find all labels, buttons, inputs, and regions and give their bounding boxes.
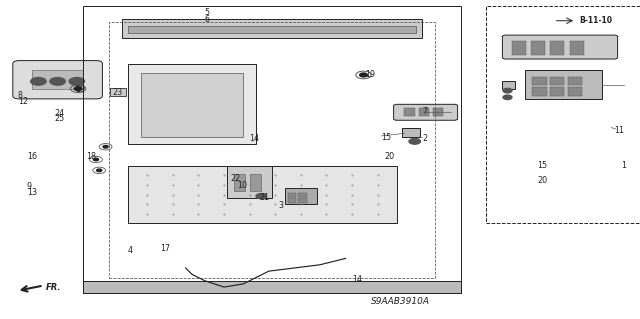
- FancyBboxPatch shape: [13, 61, 102, 99]
- Circle shape: [256, 194, 266, 199]
- Text: 19: 19: [76, 85, 86, 94]
- Bar: [525, 70, 602, 99]
- Bar: [419, 108, 429, 116]
- Bar: [234, 174, 245, 191]
- Circle shape: [74, 87, 82, 91]
- Text: 18: 18: [86, 152, 97, 161]
- Bar: [298, 198, 307, 203]
- Bar: [550, 41, 564, 55]
- Bar: [502, 81, 515, 89]
- Circle shape: [503, 88, 512, 93]
- Bar: [570, 41, 584, 55]
- Text: 5: 5: [205, 8, 210, 17]
- Text: 1: 1: [621, 161, 626, 170]
- Bar: [568, 87, 582, 96]
- Text: 13: 13: [27, 188, 37, 197]
- Text: 20: 20: [538, 176, 548, 185]
- Text: 20: 20: [384, 152, 394, 161]
- Bar: [532, 77, 547, 85]
- Bar: [128, 64, 256, 144]
- Bar: [128, 26, 416, 33]
- Bar: [433, 108, 443, 116]
- Text: 12: 12: [18, 97, 28, 106]
- Text: 8: 8: [18, 91, 23, 100]
- Text: 2: 2: [422, 134, 428, 143]
- Bar: [227, 166, 272, 198]
- Bar: [402, 128, 420, 137]
- Bar: [512, 41, 526, 55]
- Text: 22: 22: [230, 174, 241, 183]
- Circle shape: [409, 138, 420, 144]
- Text: FR.: FR.: [46, 283, 61, 292]
- Text: 11: 11: [614, 126, 625, 135]
- Bar: [532, 87, 547, 96]
- Text: 17: 17: [160, 244, 170, 253]
- Text: 23: 23: [112, 88, 122, 97]
- Text: 15: 15: [538, 161, 548, 170]
- Text: 6: 6: [205, 15, 210, 24]
- Text: B-11-10: B-11-10: [579, 16, 612, 25]
- Bar: [110, 88, 126, 96]
- Circle shape: [31, 78, 46, 85]
- Circle shape: [69, 78, 84, 85]
- Bar: [32, 70, 83, 89]
- Circle shape: [103, 145, 108, 148]
- Bar: [298, 193, 307, 197]
- Circle shape: [360, 73, 367, 77]
- Text: 25: 25: [54, 114, 65, 123]
- Text: 21: 21: [259, 193, 269, 202]
- Bar: [288, 198, 296, 203]
- Text: 15: 15: [381, 133, 391, 142]
- Text: 24: 24: [54, 109, 65, 118]
- Bar: [531, 41, 545, 55]
- Text: 14: 14: [352, 275, 362, 284]
- Text: 7: 7: [422, 107, 428, 116]
- Text: S9AAB3910A: S9AAB3910A: [371, 297, 430, 306]
- Bar: [122, 19, 422, 38]
- FancyBboxPatch shape: [394, 104, 458, 120]
- Circle shape: [93, 158, 99, 161]
- Circle shape: [97, 169, 102, 172]
- Text: 3: 3: [278, 201, 284, 210]
- Bar: [141, 73, 243, 137]
- Circle shape: [503, 95, 512, 100]
- Bar: [128, 166, 397, 223]
- Bar: [568, 77, 582, 85]
- Bar: [250, 174, 261, 191]
- Bar: [404, 108, 415, 116]
- Bar: [550, 77, 564, 85]
- FancyBboxPatch shape: [502, 35, 618, 59]
- Text: 19: 19: [365, 70, 375, 79]
- Text: 9: 9: [27, 182, 32, 191]
- Bar: [288, 193, 296, 197]
- Bar: [83, 281, 461, 293]
- Text: 16: 16: [27, 152, 37, 161]
- Bar: [550, 87, 564, 96]
- Text: 10: 10: [237, 181, 247, 189]
- Text: 4: 4: [128, 246, 133, 255]
- Circle shape: [50, 78, 65, 85]
- Text: 14: 14: [250, 134, 260, 143]
- Bar: [285, 188, 317, 204]
